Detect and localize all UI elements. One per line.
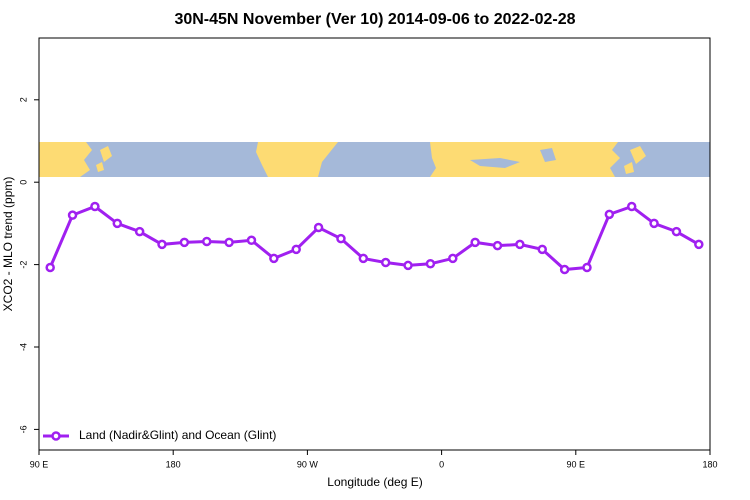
y-tick-label: -6 — [18, 425, 28, 433]
x-tick-label: 90 E — [567, 459, 586, 469]
legend-label: Land (Nadir&Glint) and Ocean (Glint) — [79, 428, 276, 442]
data-point — [492, 240, 503, 251]
map-band — [39, 142, 710, 177]
data-point — [90, 201, 100, 212]
data-point — [269, 253, 279, 264]
data-point — [515, 239, 525, 250]
data-point — [67, 210, 78, 220]
data-point — [537, 244, 547, 255]
x-tick-label: 90 E — [30, 459, 49, 469]
plot-frame — [38, 37, 711, 451]
data-point — [649, 218, 659, 229]
data-point — [358, 253, 369, 264]
x-tick-label: 90 W — [297, 459, 319, 469]
y-tick-label: 2 — [18, 97, 28, 102]
data-point — [313, 222, 324, 233]
data-point — [448, 253, 458, 264]
data-point — [380, 257, 391, 268]
data-point — [694, 239, 704, 250]
y-tick-label: -2 — [18, 261, 28, 269]
data-point — [604, 209, 615, 220]
data-point — [157, 239, 167, 250]
x-tick-label: 0 — [439, 459, 444, 469]
legend-marker — [51, 431, 61, 441]
data-point — [134, 226, 145, 237]
data-point — [112, 218, 123, 229]
data-point — [202, 236, 212, 247]
data-point — [179, 237, 190, 248]
data-point — [246, 235, 257, 246]
x-tick-label: 180 — [702, 459, 717, 469]
data-point — [425, 259, 436, 269]
chart-title: 30N-45N November (Ver 10) 2014-09-06 to … — [174, 11, 575, 28]
series-line — [48, 204, 700, 272]
data-point — [291, 244, 301, 255]
data-point — [582, 262, 592, 273]
data-point — [45, 262, 55, 273]
y-tick-label: 0 — [18, 180, 28, 185]
data-point — [403, 260, 413, 271]
data-point — [336, 233, 346, 244]
y-tick-label: -4 — [18, 343, 28, 351]
data-point — [470, 237, 480, 248]
data-point — [671, 226, 682, 237]
y-axis-label: XCO2 - MLO trend (ppm) — [1, 177, 15, 312]
x-tick-label: 180 — [166, 459, 181, 469]
x-axis-label: Longitude (deg E) — [327, 475, 422, 489]
data-point — [626, 201, 637, 212]
data-point — [559, 264, 570, 275]
data-point — [224, 237, 234, 248]
